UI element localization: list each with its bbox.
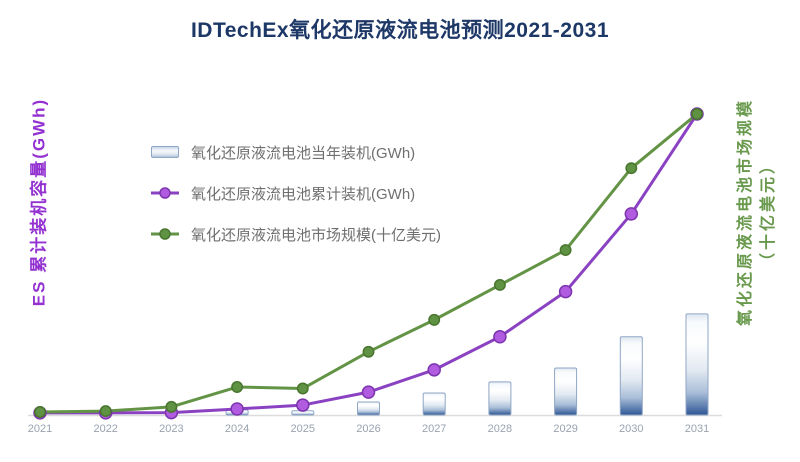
legend-label: 氧化还原液流电池累计装机(GWh): [191, 185, 416, 203]
chart-title: IDTechEx氧化还原液流电池预测2021-2031: [190, 19, 610, 42]
market-size-point-2029: [559, 244, 572, 257]
market-size-point-2025: [296, 382, 309, 395]
market-size-point-2030: [625, 162, 638, 175]
legend-item-annual-installs: 氧化还原液流电池当年装机(GWh): [150, 142, 441, 162]
market-size-point-2031: [691, 108, 703, 120]
legend-item-market-size: 氧化还原液流电池市场规模(十亿美元): [150, 224, 441, 244]
bar-2029: [554, 367, 578, 416]
purple-line-marker-icon: [150, 185, 180, 201]
cumulative-installs-point-2030: [624, 207, 639, 221]
right-axis-label: 氧化还原液流电池市场规模 （十亿美元）: [734, 98, 780, 326]
bar-2027: [422, 392, 446, 416]
x-tick-label-2021: 2021: [28, 423, 52, 435]
market-size-point-2026: [362, 345, 375, 358]
bar-swatch-icon: [150, 144, 180, 160]
right-axis-label-line2: （十亿美元）: [760, 154, 777, 270]
left-axis-label: ES 累计装机容量(GWh): [29, 97, 49, 307]
market-size-point-2022: [99, 405, 112, 418]
x-tick-label-2025: 2025: [291, 423, 315, 435]
cumulative-installs-point-2024: [230, 402, 244, 416]
x-tick-label-2023: 2023: [159, 423, 183, 435]
x-tick-label-2022: 2022: [93, 423, 117, 435]
legend-label: 氧化还原液流电池市场规模(十亿美元): [191, 226, 441, 244]
cumulative-installs-point-2029: [558, 284, 573, 299]
x-tick-label-2029: 2029: [553, 423, 577, 435]
bar-2030: [619, 336, 643, 416]
cumulative-installs-point-2028: [493, 329, 507, 344]
market-size-point-2024: [231, 381, 244, 393]
x-tick-label-2027: 2027: [422, 423, 446, 435]
market-size-point-2023: [165, 400, 178, 413]
bar-2026: [357, 401, 380, 416]
legend-label: 氧化还原液流电池当年装机(GWh): [191, 144, 416, 162]
right-axis-label-line1: 氧化还原液流电池市场规模: [736, 97, 754, 327]
cumulative-installs-point-2027: [427, 363, 441, 377]
bar-2028: [488, 381, 512, 416]
legend-item-cumulative-installs: 氧化还原液流电池累计装机(GWh): [150, 183, 441, 203]
x-tick-label-2026: 2026: [356, 423, 380, 435]
bar-2031: [685, 313, 709, 416]
green-line-marker-icon: [150, 226, 180, 242]
market-size-point-2028: [493, 279, 506, 291]
cumulative-installs-point-2026: [361, 385, 376, 399]
legend: 氧化还原液流电池当年装机(GWh) 氧化还原液流电池累计装机(GWh) 氧化还原…: [150, 142, 441, 244]
x-tick-label-2030: 2030: [619, 423, 643, 435]
x-tick-label-2031: 2031: [685, 423, 709, 435]
cumulative-installs-point-2025: [296, 398, 310, 412]
market-size-point-2021: [34, 406, 46, 418]
market-size-point-2027: [428, 313, 441, 326]
x-tick-label-2024: 2024: [225, 423, 249, 435]
x-tick-label-2028: 2028: [488, 423, 512, 435]
